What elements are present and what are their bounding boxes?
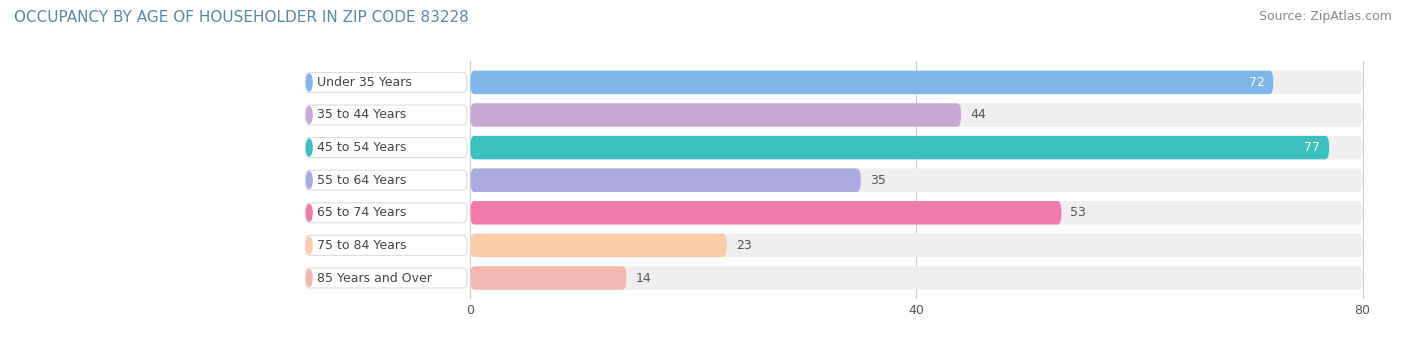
Text: 72: 72 (1249, 76, 1264, 89)
FancyBboxPatch shape (471, 136, 1329, 159)
FancyBboxPatch shape (305, 72, 467, 92)
Circle shape (307, 139, 312, 156)
Circle shape (307, 237, 312, 254)
FancyBboxPatch shape (305, 235, 467, 255)
Text: 23: 23 (735, 239, 752, 252)
FancyBboxPatch shape (471, 136, 1362, 159)
Text: OCCUPANCY BY AGE OF HOUSEHOLDER IN ZIP CODE 83228: OCCUPANCY BY AGE OF HOUSEHOLDER IN ZIP C… (14, 10, 468, 25)
Text: 65 to 74 Years: 65 to 74 Years (316, 206, 406, 219)
Text: 77: 77 (1305, 141, 1320, 154)
FancyBboxPatch shape (471, 234, 1362, 257)
FancyBboxPatch shape (305, 170, 467, 190)
Text: 75 to 84 Years: 75 to 84 Years (316, 239, 406, 252)
Circle shape (307, 204, 312, 221)
FancyBboxPatch shape (305, 268, 467, 288)
FancyBboxPatch shape (471, 266, 627, 290)
FancyBboxPatch shape (305, 203, 467, 223)
FancyBboxPatch shape (471, 234, 727, 257)
FancyBboxPatch shape (471, 266, 1362, 290)
Text: Source: ZipAtlas.com: Source: ZipAtlas.com (1258, 10, 1392, 23)
FancyBboxPatch shape (471, 71, 1274, 94)
Text: 14: 14 (636, 272, 651, 285)
Text: 44: 44 (970, 108, 986, 121)
Circle shape (307, 74, 312, 91)
FancyBboxPatch shape (471, 201, 1062, 224)
Circle shape (307, 270, 312, 286)
Circle shape (307, 172, 312, 189)
Text: 35 to 44 Years: 35 to 44 Years (316, 108, 406, 121)
FancyBboxPatch shape (471, 201, 1362, 224)
Circle shape (307, 107, 312, 123)
FancyBboxPatch shape (471, 168, 860, 192)
Text: 45 to 54 Years: 45 to 54 Years (316, 141, 406, 154)
Text: 53: 53 (1070, 206, 1087, 219)
Text: Under 35 Years: Under 35 Years (316, 76, 412, 89)
FancyBboxPatch shape (471, 103, 962, 127)
FancyBboxPatch shape (305, 138, 467, 157)
FancyBboxPatch shape (471, 71, 1362, 94)
Text: 55 to 64 Years: 55 to 64 Years (316, 174, 406, 187)
FancyBboxPatch shape (305, 105, 467, 125)
Text: 85 Years and Over: 85 Years and Over (316, 272, 432, 285)
FancyBboxPatch shape (471, 168, 1362, 192)
Text: 35: 35 (870, 174, 886, 187)
FancyBboxPatch shape (471, 103, 1362, 127)
